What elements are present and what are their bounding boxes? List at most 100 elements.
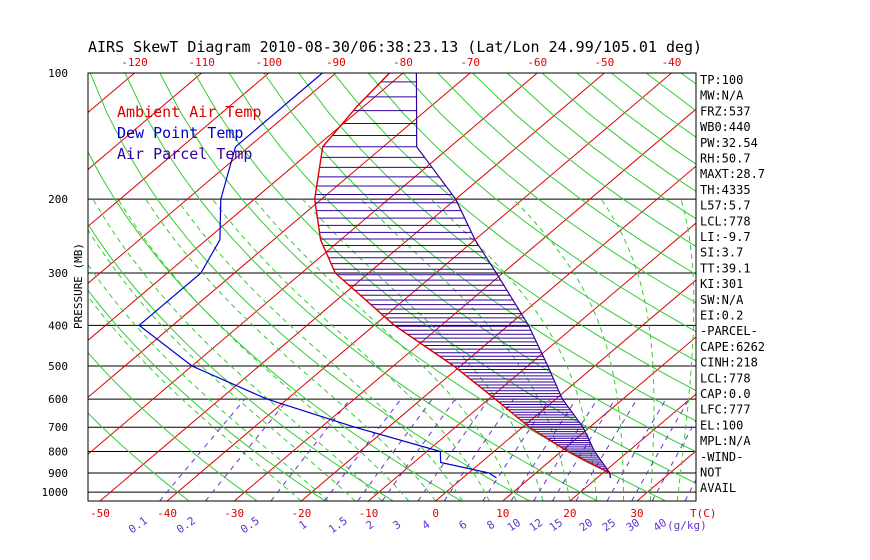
index-entry: KI:301 [700, 277, 743, 291]
mixing-ratio-tick-label: 12 [527, 516, 545, 534]
mixing-ratio-tick-label: 4 [420, 518, 433, 533]
isotherm [301, 165, 696, 501]
pressure-tick-label: 100 [48, 67, 68, 80]
mixing-ratio-tick-label: 30 [624, 516, 642, 534]
bottom-temp-tick-label: -10 [359, 507, 379, 520]
index-entry: LI:-9.7 [700, 230, 751, 244]
isotherm [99, 73, 605, 501]
dry-adiabat [298, 73, 696, 392]
top-temp-tick-label: -110 [188, 56, 215, 69]
moist-adiabat [145, 198, 436, 501]
bottom-temp-tick-label: -20 [291, 507, 311, 520]
pressure-tick-label: 900 [48, 467, 68, 480]
index-entry: LCL:778 [700, 371, 751, 385]
index-entry: LCL:778 [700, 214, 751, 228]
top-temp-tick-label: -80 [393, 56, 413, 69]
bottom-temp-tick-label: -40 [157, 507, 177, 520]
mixing-ratio-tick-label: 15 [547, 516, 565, 534]
bottom-temp-tick-label: 20 [563, 507, 576, 520]
dry-adiabat [88, 351, 258, 501]
mixing-ratio-tick-label: 8 [485, 518, 498, 532]
index-entry: NOT [700, 466, 722, 480]
mixing-ratio-line [443, 398, 515, 501]
pressure-tick-label: 400 [48, 319, 68, 332]
index-entry: CAP:0.0 [700, 387, 751, 401]
isotherm [569, 393, 696, 501]
mixing-ratio-line [575, 398, 638, 501]
mixing-ratio-line [510, 398, 577, 501]
mixing-ratio-line [631, 398, 690, 501]
dry-adiabat [472, 73, 696, 247]
index-entry: PW:32.54 [700, 136, 758, 150]
pressure-tick-label: 200 [48, 193, 68, 206]
moist-adiabat [513, 198, 625, 501]
mixing-ratio-line [357, 398, 433, 501]
dry-adiabat [263, 73, 696, 422]
index-entry: TP:100 [700, 73, 743, 87]
mixing-ratio-tick-label: 1.5 [326, 514, 350, 536]
index-entry: -WIND- [700, 450, 743, 464]
dew-point-temp-line [138, 73, 497, 479]
index-entry: EL:100 [700, 418, 743, 432]
dry-adiabat [124, 73, 598, 501]
mixing-ratio-unit-label: (g/kg) [667, 519, 707, 532]
top-temp-tick-label: -100 [256, 56, 283, 69]
dry-adiabat [194, 73, 696, 484]
pressure-tick-label: 700 [48, 421, 68, 434]
isotherm [233, 108, 696, 501]
moist-adiabat [92, 198, 383, 501]
index-entry: SW:N/A [700, 293, 744, 307]
pressure-tick-label: 1000 [42, 486, 69, 499]
index-entry: TT:39.1 [700, 261, 751, 275]
mixing-ratio-line [417, 398, 490, 501]
mixing-ratio-line [159, 398, 246, 501]
mixing-ratio-tick-label: 1 [297, 518, 310, 532]
dry-adiabat [750, 73, 870, 501]
moist-adiabat [430, 198, 598, 501]
index-entry: -PARCEL- [700, 324, 758, 338]
dry-adiabat [88, 223, 394, 501]
pressure-tick-label: 800 [48, 446, 68, 459]
index-entry: WB0:440 [700, 120, 751, 134]
top-temp-tick-label: -60 [527, 56, 547, 69]
mixing-ratio-tick-label: 40 [651, 516, 669, 534]
bottom-temp-tick-label: 0 [432, 507, 439, 520]
index-entry: CAPE:6262 [700, 340, 765, 354]
index-entry: CINH:218 [700, 356, 758, 370]
bottom-temp-tick-label: 10 [496, 507, 509, 520]
index-entry: RH:50.7 [700, 152, 751, 166]
mixing-ratio-tick-label: 20 [577, 516, 595, 534]
legend-entry: Air Parcel Temp [117, 145, 252, 163]
mixing-ratio-tick-label: 3 [391, 518, 404, 532]
isotherm [88, 73, 404, 341]
moist-adiabat [676, 199, 695, 501]
isotherm [771, 73, 870, 501]
isotherm [88, 73, 337, 284]
index-entry: EI:0.2 [700, 309, 743, 323]
index-entry: FRZ:537 [700, 104, 751, 118]
moist-adiabat [600, 198, 655, 501]
index-entry: L57:5.7 [700, 199, 751, 213]
temp-unit-label: T(C) [690, 507, 717, 520]
bottom-temp-tick-label: 30 [630, 507, 643, 520]
dry-adiabat [367, 73, 696, 333]
top-temp-tick-label: -50 [594, 56, 614, 69]
bottom-temp-tick-label: -50 [90, 507, 110, 520]
dry-adiabat [333, 73, 696, 362]
mixing-ratio-line [482, 398, 551, 501]
mixing-ratio-tick-label: 25 [600, 516, 618, 534]
mixing-ratio-tick-label: 10 [505, 516, 523, 534]
mixing-ratio-tick-label: 0.1 [126, 514, 150, 536]
dry-adiabat [506, 73, 696, 220]
y-axis-label: PRESSURE (MB) [72, 243, 85, 329]
index-entry: TH:4335 [700, 183, 751, 197]
bottom-temp-tick-label: -30 [224, 507, 244, 520]
moist-adiabat [302, 198, 544, 501]
moist-adiabat [88, 229, 356, 501]
index-entry: AVAIL [700, 481, 736, 495]
moist-adiabat [212, 198, 490, 501]
ambient-air-temp-line [313, 73, 612, 479]
moist-adiabat [360, 198, 571, 501]
